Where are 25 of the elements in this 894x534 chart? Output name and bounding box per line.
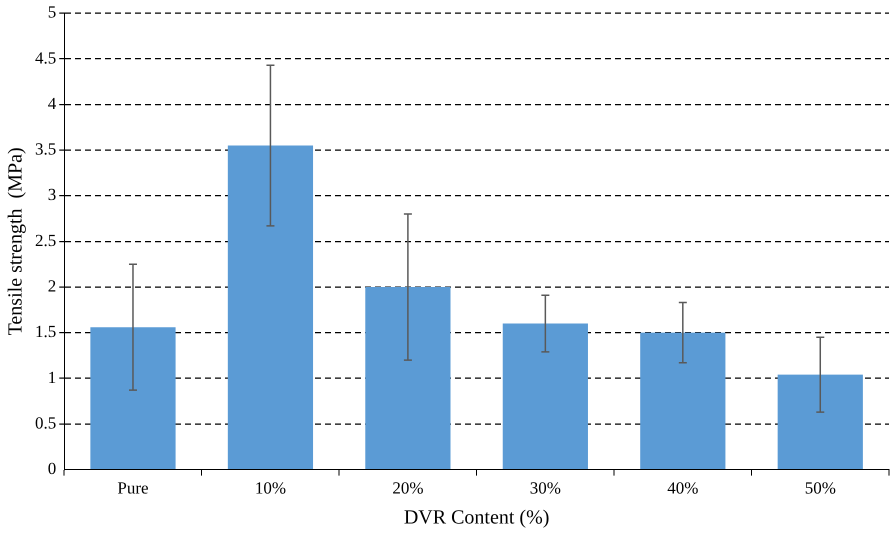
y-tick-label: 3 [48, 185, 56, 204]
bar [502, 324, 588, 469]
y-tick-label: 3.5 [35, 140, 56, 159]
y-tick-label: 4.5 [35, 48, 56, 68]
y-axis-title: Tensile strength (MPa) [4, 147, 26, 336]
x-tick-label: Pure [117, 478, 149, 498]
bar [90, 327, 176, 469]
x-axis-title: DVR Content (%) [404, 506, 550, 528]
y-tick-label: 1.5 [35, 322, 56, 342]
bar [228, 146, 314, 469]
y-tick-label: 5 [48, 2, 56, 22]
x-tick-label: 20% [392, 478, 424, 498]
x-tick-label: 30% [530, 478, 561, 498]
y-tick-label: 2 [48, 276, 56, 296]
x-tick-label: 50% [804, 478, 836, 498]
y-tick-label: 0.5 [35, 413, 56, 432]
y-tick-label: 1 [48, 368, 56, 387]
x-tick-label: 10% [254, 478, 286, 498]
bar [778, 374, 863, 469]
y-tick-label: 4 [48, 94, 57, 113]
bar [640, 332, 726, 469]
x-tick-label: 40% [667, 478, 698, 498]
bar [365, 287, 451, 469]
y-tick-label: 0 [48, 459, 56, 478]
y-tick-label: 2.5 [35, 230, 56, 250]
